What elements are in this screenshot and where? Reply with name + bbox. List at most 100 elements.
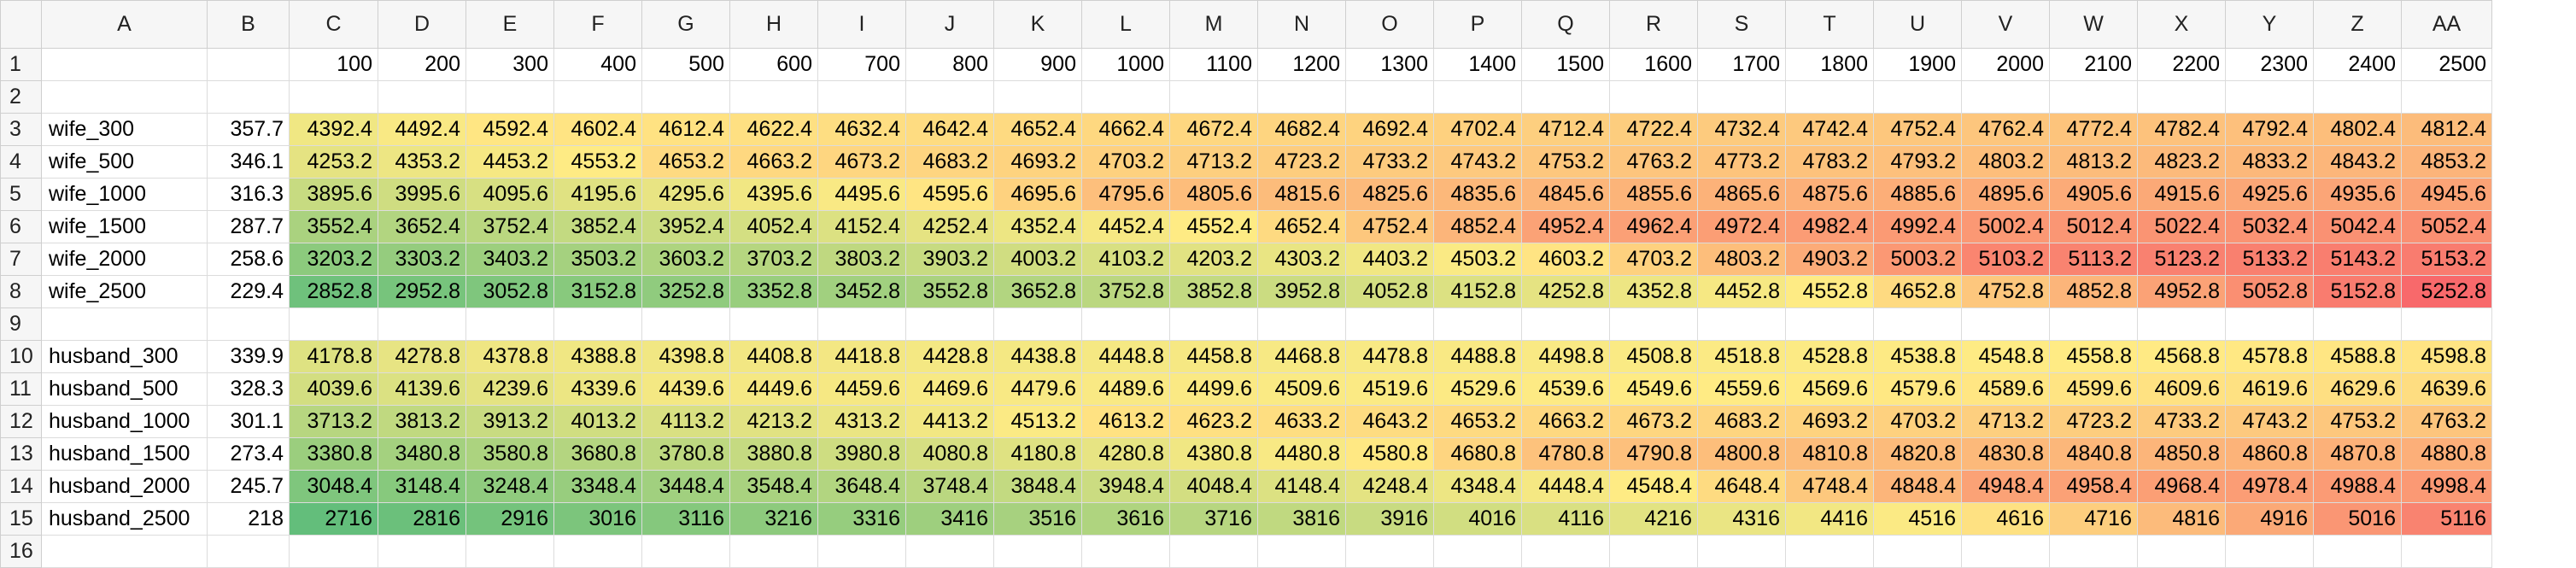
cell-t9[interactable] [1785,307,1874,341]
cell-v5[interactable]: 4895.6 [1961,178,2050,211]
cell-k5[interactable]: 4695.6 [993,178,1082,211]
cell-m14[interactable]: 4048.4 [1169,470,1258,503]
cell-y14[interactable]: 4978.4 [2225,470,2314,503]
cell-z2[interactable] [2313,80,2402,114]
cell-q9[interactable] [1521,307,1610,341]
cell-j13[interactable]: 4080.8 [905,437,994,471]
cell-j7[interactable]: 3903.2 [905,243,994,276]
cell-l10[interactable]: 4448.8 [1081,340,1170,373]
cell-p7[interactable]: 4503.2 [1433,243,1522,276]
cell-g10[interactable]: 4398.8 [641,340,730,373]
cell-o12[interactable]: 4643.2 [1345,405,1434,438]
column-header-n[interactable]: N [1257,0,1346,49]
cell-aa10[interactable]: 4598.8 [2401,340,2492,373]
cell-m10[interactable]: 4458.8 [1169,340,1258,373]
column-header-j[interactable]: J [905,0,994,49]
column-header-aa[interactable]: AA [2401,0,2492,49]
cell-g1[interactable]: 500 [641,48,730,81]
cell-y6[interactable]: 5032.4 [2225,210,2314,243]
cell-t12[interactable]: 4693.2 [1785,405,1874,438]
row-header-6[interactable]: 6 [0,210,42,243]
cell-j12[interactable]: 4413.2 [905,405,994,438]
cell-l11[interactable]: 4489.6 [1081,372,1170,406]
cell-n5[interactable]: 4815.6 [1257,178,1346,211]
cell-x15[interactable]: 4816 [2137,502,2226,536]
cell-o14[interactable]: 4248.4 [1345,470,1434,503]
cell-o3[interactable]: 4692.4 [1345,113,1434,146]
cell-y7[interactable]: 5133.2 [2225,243,2314,276]
cell-g7[interactable]: 3603.2 [641,243,730,276]
cell-u8[interactable]: 4652.8 [1873,275,1962,308]
cell-aa14[interactable]: 4998.4 [2401,470,2492,503]
cell-z7[interactable]: 5143.2 [2313,243,2402,276]
cell-f14[interactable]: 3348.4 [553,470,642,503]
cell-aa16[interactable] [2401,535,2492,568]
cell-o4[interactable]: 4733.2 [1345,145,1434,179]
cell-r16[interactable] [1609,535,1698,568]
cell-aa15[interactable]: 5116 [2401,502,2492,536]
cell-w10[interactable]: 4558.8 [2049,340,2138,373]
cell-m6[interactable]: 4552.4 [1169,210,1258,243]
cell-i13[interactable]: 3980.8 [817,437,906,471]
cell-n2[interactable] [1257,80,1346,114]
cell-c1[interactable]: 100 [289,48,378,81]
row-header-9[interactable]: 9 [0,307,42,341]
cell-t2[interactable] [1785,80,1874,114]
column-header-k[interactable]: K [993,0,1082,49]
cell-r13[interactable]: 4790.8 [1609,437,1698,471]
cell-x7[interactable]: 5123.2 [2137,243,2226,276]
cell-r2[interactable] [1609,80,1698,114]
cell-s12[interactable]: 4683.2 [1697,405,1786,438]
cell-q12[interactable]: 4663.2 [1521,405,1610,438]
cell-n10[interactable]: 4468.8 [1257,340,1346,373]
cell-h8[interactable]: 3352.8 [729,275,818,308]
cell-c5[interactable]: 3895.6 [289,178,378,211]
column-header-z[interactable]: Z [2313,0,2402,49]
cell-l9[interactable] [1081,307,1170,341]
cell-s2[interactable] [1697,80,1786,114]
cell-c16[interactable] [289,535,378,568]
cell-p2[interactable] [1433,80,1522,114]
cell-n8[interactable]: 3952.8 [1257,275,1346,308]
cell-w15[interactable]: 4716 [2049,502,2138,536]
cell-w1[interactable]: 2100 [2049,48,2138,81]
cell-t10[interactable]: 4528.8 [1785,340,1874,373]
cell-b8[interactable]: 229.4 [207,275,290,308]
column-header-l[interactable]: L [1081,0,1170,49]
cell-l13[interactable]: 4280.8 [1081,437,1170,471]
cell-y8[interactable]: 5052.8 [2225,275,2314,308]
cell-y9[interactable] [2225,307,2314,341]
cell-aa7[interactable]: 5153.2 [2401,243,2492,276]
cell-x8[interactable]: 4952.8 [2137,275,2226,308]
cell-aa2[interactable] [2401,80,2492,114]
cell-u4[interactable]: 4793.2 [1873,145,1962,179]
cell-l6[interactable]: 4452.4 [1081,210,1170,243]
cell-r1[interactable]: 1600 [1609,48,1698,81]
cell-y5[interactable]: 4925.6 [2225,178,2314,211]
cell-m13[interactable]: 4380.8 [1169,437,1258,471]
row-header-13[interactable]: 13 [0,437,42,471]
cell-n15[interactable]: 3816 [1257,502,1346,536]
cell-u3[interactable]: 4752.4 [1873,113,1962,146]
cell-c6[interactable]: 3552.4 [289,210,378,243]
cell-b15[interactable]: 218 [207,502,290,536]
cell-e8[interactable]: 3052.8 [465,275,554,308]
cell-w3[interactable]: 4772.4 [2049,113,2138,146]
cell-i10[interactable]: 4418.8 [817,340,906,373]
column-header-b[interactable]: B [207,0,290,49]
cell-e13[interactable]: 3580.8 [465,437,554,471]
cell-q13[interactable]: 4780.8 [1521,437,1610,471]
cell-m15[interactable]: 3716 [1169,502,1258,536]
cell-a8[interactable]: wife_2500 [41,275,208,308]
cell-v11[interactable]: 4589.6 [1961,372,2050,406]
cell-v16[interactable] [1961,535,2050,568]
cell-a13[interactable]: husband_1500 [41,437,208,471]
cell-v3[interactable]: 4762.4 [1961,113,2050,146]
cell-t8[interactable]: 4552.8 [1785,275,1874,308]
cell-z14[interactable]: 4988.4 [2313,470,2402,503]
cell-c2[interactable] [289,80,378,114]
cell-a7[interactable]: wife_2000 [41,243,208,276]
cell-g12[interactable]: 4113.2 [641,405,730,438]
cell-u1[interactable]: 1900 [1873,48,1962,81]
cell-t15[interactable]: 4416 [1785,502,1874,536]
